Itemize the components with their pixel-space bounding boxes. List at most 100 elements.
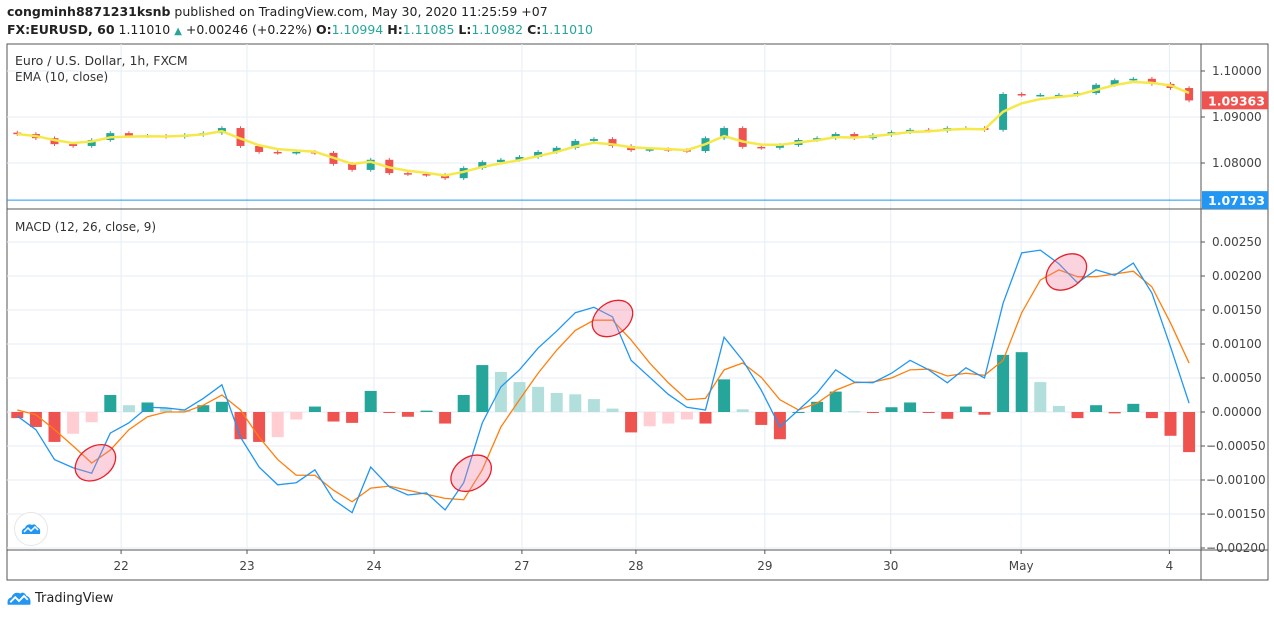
histogram-bar xyxy=(364,390,377,412)
histogram-bar xyxy=(978,412,991,415)
histogram-bar xyxy=(755,412,768,425)
brand-name: TradingView xyxy=(35,591,114,606)
candle-body xyxy=(422,174,431,176)
tradingview-cloud-icon xyxy=(7,592,31,605)
histogram-bar xyxy=(308,406,321,412)
histogram-bar xyxy=(904,402,917,412)
macd-line xyxy=(16,249,1190,514)
candle-body xyxy=(348,163,357,170)
candle-body xyxy=(459,168,468,179)
histogram-bar xyxy=(346,412,359,423)
last-price: 1.11010 xyxy=(118,22,171,37)
histogram-bar xyxy=(569,394,582,412)
candle-body xyxy=(552,147,561,152)
candle-body xyxy=(1054,94,1063,97)
histogram-bar xyxy=(959,406,972,412)
histogram-bar xyxy=(680,412,693,420)
symbol-label: FX:EURUSD, 60 xyxy=(7,22,115,37)
price-change: +0.00246 (+0.22%) xyxy=(185,22,312,37)
x-tick-label-27: 27 xyxy=(514,559,529,573)
candle-body xyxy=(608,139,617,146)
candle xyxy=(273,150,282,155)
candle-body xyxy=(292,151,301,154)
signal-line xyxy=(17,269,1190,503)
candle-body xyxy=(236,128,245,146)
candle xyxy=(1147,76,1156,86)
author-name[interactable]: congminh8871231ksnb xyxy=(7,4,171,19)
x-tick-label-24: 24 xyxy=(366,559,381,573)
histogram-bar xyxy=(848,411,861,413)
candle-body xyxy=(403,173,412,175)
histogram-bar xyxy=(1164,412,1177,436)
publish-text: published on TradingView.com, May 30, 20… xyxy=(170,4,548,19)
candle-body xyxy=(1185,88,1194,101)
candle-body xyxy=(738,128,747,147)
macd-tick-label: −0.00100 xyxy=(1206,473,1266,487)
macd-tick-label: 0.00200 xyxy=(1212,269,1262,283)
candle-body xyxy=(69,144,78,146)
histogram-bar xyxy=(1108,412,1121,414)
candle-body xyxy=(273,151,282,154)
up-triangle-icon: ▲ xyxy=(174,26,182,37)
candle xyxy=(459,166,468,181)
candle-body xyxy=(366,159,375,170)
histogram-bar xyxy=(234,412,247,440)
candle-body xyxy=(478,162,487,169)
macd-tick-label: 0.00000 xyxy=(1212,405,1262,419)
histogram-bar xyxy=(85,412,98,423)
candle-body xyxy=(124,133,133,136)
highlight-ellipse xyxy=(74,443,117,482)
histogram-bar xyxy=(215,401,228,412)
candle-body xyxy=(589,139,598,141)
histogram-bar xyxy=(420,410,433,412)
histogram-bar xyxy=(29,412,42,427)
histogram-bar xyxy=(327,412,340,422)
x-tick-label-23: 23 xyxy=(239,559,254,573)
histogram-bar xyxy=(401,412,414,417)
histogram-bar xyxy=(718,379,731,412)
line-price-badge: 1.07193 xyxy=(1208,193,1265,208)
publish-info: congminh8871231ksnb published on Trading… xyxy=(7,4,548,19)
histogram-bar xyxy=(513,382,526,412)
histogram-bar xyxy=(122,405,135,412)
candle xyxy=(720,126,729,140)
candle xyxy=(403,171,412,176)
candle xyxy=(571,139,580,150)
macd-legend: MACD (12, 26, close, 9) xyxy=(15,220,157,234)
candle-body xyxy=(571,140,580,148)
highlight-ellipse xyxy=(1045,253,1088,291)
open-value: 1.10994 xyxy=(331,22,384,37)
candle-body xyxy=(775,145,784,148)
histogram-bar xyxy=(736,409,749,412)
histogram-bar xyxy=(606,408,619,412)
candle xyxy=(1036,93,1045,97)
candle xyxy=(366,157,375,172)
candle-body xyxy=(1147,78,1156,84)
macd-tick-label: −0.00200 xyxy=(1206,541,1266,555)
highlight-ellipse xyxy=(591,299,634,338)
histogram-bar xyxy=(1145,412,1158,419)
low-value: 1.10982 xyxy=(471,22,524,37)
histogram-bar xyxy=(625,412,638,433)
histogram-bar xyxy=(67,412,80,434)
footer-brand[interactable]: TradingView xyxy=(6,591,114,606)
histogram-bar xyxy=(1052,405,1065,412)
tradingview-logo-button[interactable] xyxy=(14,512,48,546)
histogram-bar xyxy=(829,391,842,412)
high-value: 1.11085 xyxy=(402,22,455,37)
candle-body xyxy=(1110,80,1119,85)
histogram-bar xyxy=(1090,405,1103,412)
histogram-bar xyxy=(476,365,489,412)
histogram-bar xyxy=(1183,412,1196,453)
ema-line xyxy=(17,80,1190,177)
histogram-bar xyxy=(587,399,600,412)
tradingview-cloud-icon xyxy=(21,524,41,534)
candle-body xyxy=(1129,78,1138,81)
histogram-bar xyxy=(383,412,396,413)
histogram-bar xyxy=(1034,382,1047,412)
histogram-bar xyxy=(1015,352,1028,412)
price-tick-label: 1.10000 xyxy=(1212,64,1262,78)
histogram-bar xyxy=(48,412,61,442)
candle xyxy=(1185,86,1194,103)
